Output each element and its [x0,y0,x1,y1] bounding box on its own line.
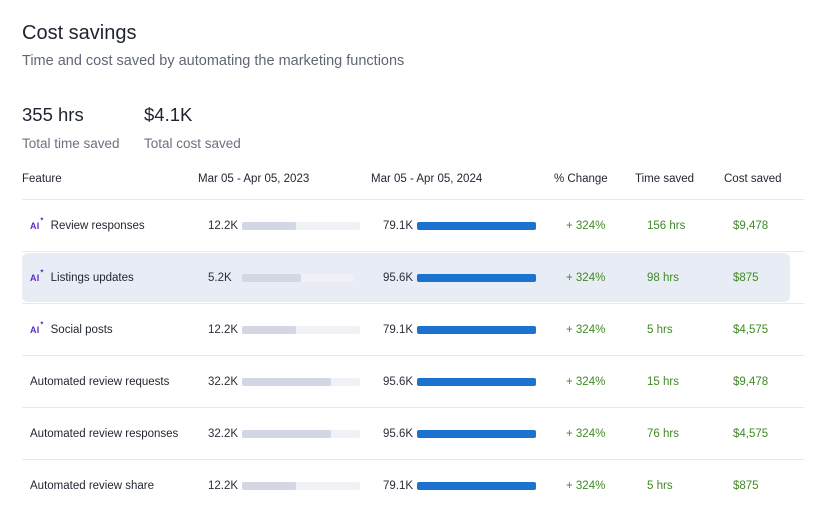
bar-2023-fill [242,482,296,490]
change-value: + 324% [566,375,606,388]
feature-cell: AI✦ Social posts [30,304,113,355]
cost-saved-value: $9,478 [733,375,769,388]
value-2023: 12.2K [208,479,239,492]
stat-label: Total cost saved [144,136,241,151]
cost-saved-value: $4,575 [733,427,769,440]
feature-cell: Automated review requests [30,356,169,407]
value-2024: 79.1K [383,219,414,232]
time-saved-value: 98 hrs [647,271,679,284]
bar-2024-fill [417,326,536,334]
stat-value: 355 hrs [22,104,84,125]
bar-2023-track [242,430,360,438]
stat-value: $4.1K [144,104,193,125]
value-2023: 5.2K [208,271,232,284]
table-row[interactable]: Automated review share 12.2K 79.1K + 324% 5 … [22,459,804,511]
column-header-time-saved[interactable]: Time saved [635,173,695,185]
feature-cell: Automated review responses [30,408,178,459]
bar-2024-fill [417,482,536,490]
feature-label: Automated review responses [30,427,179,440]
cost-saved-value: $875 [733,479,759,492]
table-row[interactable]: AI✦ Review responses 12.2K 79.1K + 324% 156 h… [22,199,804,251]
bar-2023-track [242,274,354,282]
bar-2023-fill [242,326,296,334]
bar-2024-track [417,222,536,230]
change-value: + 324% [566,427,606,440]
time-saved-value: 15 hrs [647,375,679,388]
table-row[interactable]: AI✦ Social posts 12.2K 79.1K + 324% 5 hrs $4,5… [22,303,804,355]
bar-2024-track [417,482,536,490]
cost-saved-value: $875 [733,271,759,284]
value-2024: 95.6K [383,375,414,388]
bar-2024-track [417,274,536,282]
column-header-cost-saved[interactable]: Cost saved [724,173,782,185]
cost-saved-value: $9,478 [733,219,769,232]
bar-2023-fill [242,378,331,386]
bar-2024-fill [417,274,536,282]
bar-2024-fill [417,378,536,386]
change-value: + 324% [566,219,606,232]
table-row[interactable]: Automated review requests 32.2K 95.6K + 324… [22,355,804,407]
bar-2024-track [417,326,536,334]
time-saved-value: 5 hrs [647,479,673,492]
value-2024: 95.6K [383,271,414,284]
time-saved-value: 156 hrs [647,219,686,232]
time-saved-value: 5 hrs [647,323,673,336]
column-header-feature[interactable]: Feature [22,173,62,185]
value-2024: 95.6K [383,427,414,440]
feature-label: Listings updates [50,271,134,284]
column-header-change[interactable]: % Change [554,173,608,185]
value-2023: 32.2K [208,427,239,440]
bar-2023-fill [242,430,331,438]
ai-badge-label: AI [30,273,40,283]
value-2023: 32.2K [208,375,239,388]
page-title: Cost savings [22,22,137,44]
ai-sparkle-icon: AI✦ [30,269,45,283]
feature-cell: Automated review share [30,460,154,511]
ai-badge-label: AI [30,221,40,231]
stat-total-cost: $4.1K Total cost saved [144,104,241,151]
ai-sparkle-icon: AI✦ [30,321,45,335]
value-2024: 79.1K [383,479,414,492]
bar-2024-fill [417,430,536,438]
time-saved-value: 76 hrs [647,427,679,440]
change-value: + 324% [566,479,606,492]
stat-total-time: 355 hrs Total time saved [22,104,120,151]
bar-2023-track [242,326,360,334]
column-header-2024[interactable]: Mar 05 - Apr 05, 2024 [371,173,483,185]
bar-2024-fill [417,222,536,230]
ai-sparkle-icon: AI✦ [30,217,45,231]
table-row[interactable]: AI✦ Listings updates 5.2K 95.6K + 324% 98 hrs… [22,251,804,303]
cost-saved-value: $4,575 [733,323,769,336]
change-value: + 324% [566,323,606,336]
feature-label: Social posts [50,323,113,336]
column-header-2023[interactable]: Mar 05 - Apr 05, 2023 [198,173,310,185]
value-2023: 12.2K [208,219,239,232]
stat-label: Total time saved [22,136,120,151]
feature-label: Review responses [50,219,145,232]
bar-2023-fill [242,222,296,230]
page-subtitle: Time and cost saved by automating the ma… [22,53,405,69]
feature-label: Automated review share [30,479,155,492]
change-value: + 324% [566,271,606,284]
bar-2023-track [242,482,360,490]
value-2023: 12.2K [208,323,239,336]
table-row[interactable]: Automated review responses 32.2K 95.6K + 32… [22,407,804,459]
feature-cell: AI✦ Review responses [30,200,145,251]
ai-badge-label: AI [30,325,40,335]
savings-table: AI✦ Review responses 12.2K 79.1K + 324% 156 h… [22,199,804,511]
bar-2023-track [242,378,360,386]
bar-2024-track [417,430,536,438]
bar-2023-track [242,222,360,230]
value-2024: 79.1K [383,323,414,336]
bar-2023-fill [242,274,301,282]
bar-2024-track [417,378,536,386]
feature-label: Automated review requests [30,375,170,388]
feature-cell: AI✦ Listings updates [30,252,134,303]
